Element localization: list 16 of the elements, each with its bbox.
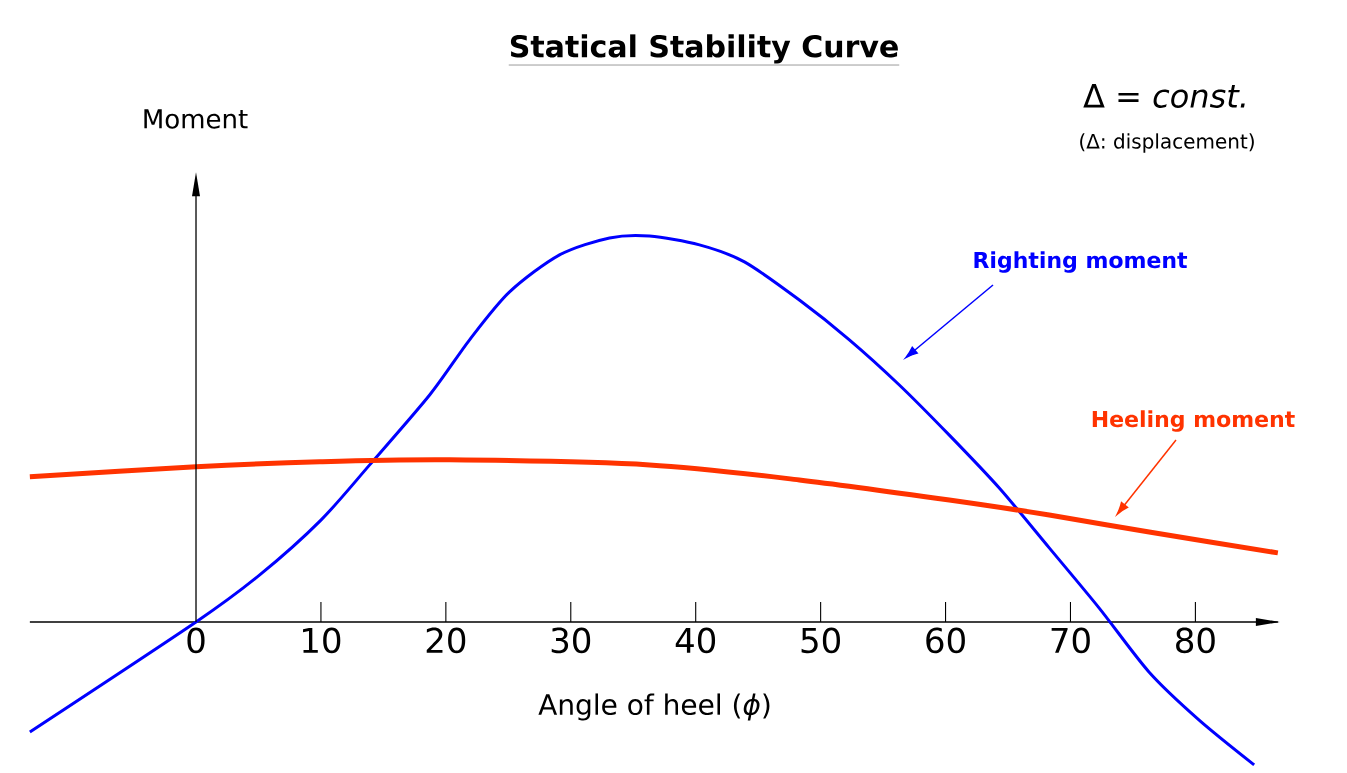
x-tick-label: 50 (801, 627, 840, 654)
x-tick-label: 10 (303, 627, 341, 654)
x-tick-label: 30 (551, 627, 591, 654)
text: Righting moment (974, 251, 1188, 273)
text: Heeling moment (1092, 410, 1295, 432)
x-tick-label: 80 (1176, 627, 1215, 654)
x-tick-label: 20 (426, 627, 466, 654)
x-axis-title: Angle of heel (ϕ) (538, 693, 770, 721)
x-tick-label: 70 (1051, 627, 1090, 654)
x-tick-label: 60 (926, 627, 965, 654)
x-tick-label: 0 (187, 627, 205, 654)
x-tick-label: 40 (675, 627, 716, 654)
text: Δ = const. (1083, 84, 1245, 108)
text: (Δ: displacement) (1080, 133, 1254, 153)
y-axis-title: Moment (144, 109, 248, 129)
chart-title: Statical Stability Curve (510, 34, 898, 64)
